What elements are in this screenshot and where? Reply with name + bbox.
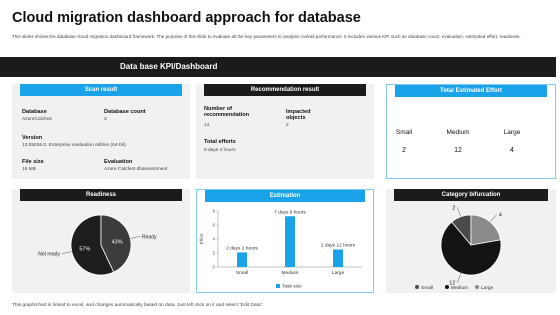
outer-label: Not ready bbox=[38, 252, 60, 258]
value: AzureCalcfest bbox=[22, 117, 52, 122]
label: Large bbox=[503, 129, 521, 136]
bar-label: 2 days 2 hours bbox=[226, 245, 258, 251]
y-tick-label: 2 bbox=[212, 251, 215, 256]
y-tick-label: 8 bbox=[212, 209, 215, 214]
value: 2 bbox=[286, 123, 289, 128]
leader-line bbox=[457, 207, 461, 217]
label: Total efforts bbox=[204, 139, 236, 145]
legend-label: Medium bbox=[451, 285, 468, 291]
leader-line bbox=[490, 214, 497, 223]
value: 16 MB bbox=[22, 167, 36, 172]
panel-header: Total Estimated Effort bbox=[395, 85, 547, 97]
effort-panel: Total Estimated Effort Small 2 Medium 12… bbox=[386, 84, 556, 179]
outer-label: Ready bbox=[142, 234, 157, 240]
panel-header: Estimation bbox=[205, 190, 365, 202]
value: 9 days 4 hours bbox=[204, 148, 236, 153]
leader-line bbox=[457, 273, 461, 283]
panel-header: Scan result bbox=[20, 84, 182, 96]
panel-header: Readiness bbox=[20, 189, 182, 201]
value: 3 bbox=[104, 117, 107, 122]
label: Impacted objects bbox=[286, 109, 311, 121]
label: Number of recommendation bbox=[204, 106, 250, 118]
x-tick-label: Medium bbox=[281, 270, 298, 276]
label: Medium bbox=[446, 129, 470, 136]
panel-header: Category bifurcation bbox=[394, 189, 548, 201]
x-tick-label: Small bbox=[236, 270, 248, 276]
banner: Data base KPI/Dashboard bbox=[0, 57, 556, 77]
legend-marker bbox=[415, 285, 419, 289]
value: 4 bbox=[510, 147, 514, 154]
footer: This graph/chart is linked to excel, and… bbox=[12, 303, 264, 308]
y-axis-label: Effort bbox=[199, 233, 204, 244]
y-tick-label: 0 bbox=[212, 265, 215, 270]
value: 13.05026.0. Enterprise evaluation editio… bbox=[22, 143, 126, 148]
y-tick-label: 6 bbox=[212, 223, 215, 228]
legend-label: Small bbox=[421, 285, 433, 291]
slice-label: 57% bbox=[79, 247, 90, 253]
y-tick-label: 4 bbox=[212, 237, 215, 242]
bar bbox=[237, 252, 247, 267]
pie-slice bbox=[470, 214, 502, 246]
bar bbox=[333, 249, 343, 267]
label: Database count bbox=[104, 109, 146, 115]
legend-marker bbox=[475, 285, 479, 289]
legend-marker bbox=[445, 285, 449, 289]
leader-line bbox=[61, 251, 72, 254]
leader-line bbox=[130, 236, 141, 239]
label: File size bbox=[22, 159, 44, 165]
banner-text: Data base KPI/Dashboard bbox=[120, 62, 218, 71]
recommendation-panel: Recommendation result Number of recommen… bbox=[196, 84, 374, 179]
slice-label: 43% bbox=[112, 239, 123, 245]
value: 2 bbox=[402, 147, 406, 154]
bar bbox=[285, 216, 295, 267]
title: Cloud migration dashboard approach for d… bbox=[12, 10, 361, 26]
outer-label: 4 bbox=[499, 212, 502, 218]
bar-label: 7 days 6 hours bbox=[274, 209, 306, 215]
scan-panel: Scan result Database AzureCalcfest Datab… bbox=[12, 84, 190, 179]
label: Evaluation bbox=[104, 159, 133, 165]
label: Small bbox=[395, 129, 413, 136]
legend-label: Large bbox=[481, 285, 494, 291]
outer-label: 12 bbox=[449, 281, 455, 287]
x-tick-label: Large bbox=[332, 270, 345, 276]
legend-marker bbox=[276, 284, 280, 288]
panel-header: Recommendation result bbox=[204, 84, 366, 96]
outer-label: 2 bbox=[452, 205, 455, 211]
bar-label: 2 days 12 hours bbox=[321, 243, 356, 249]
subtitle: This slides shows the database cloud mig… bbox=[12, 34, 521, 39]
pie-slice bbox=[70, 214, 115, 276]
label: Version bbox=[22, 135, 43, 141]
value: 14 bbox=[204, 123, 210, 128]
value: Azure Calcfest dbassessment bbox=[104, 167, 168, 172]
value: 12 bbox=[454, 147, 462, 154]
label: Database bbox=[22, 109, 47, 115]
legend-label: Task size bbox=[282, 284, 302, 290]
